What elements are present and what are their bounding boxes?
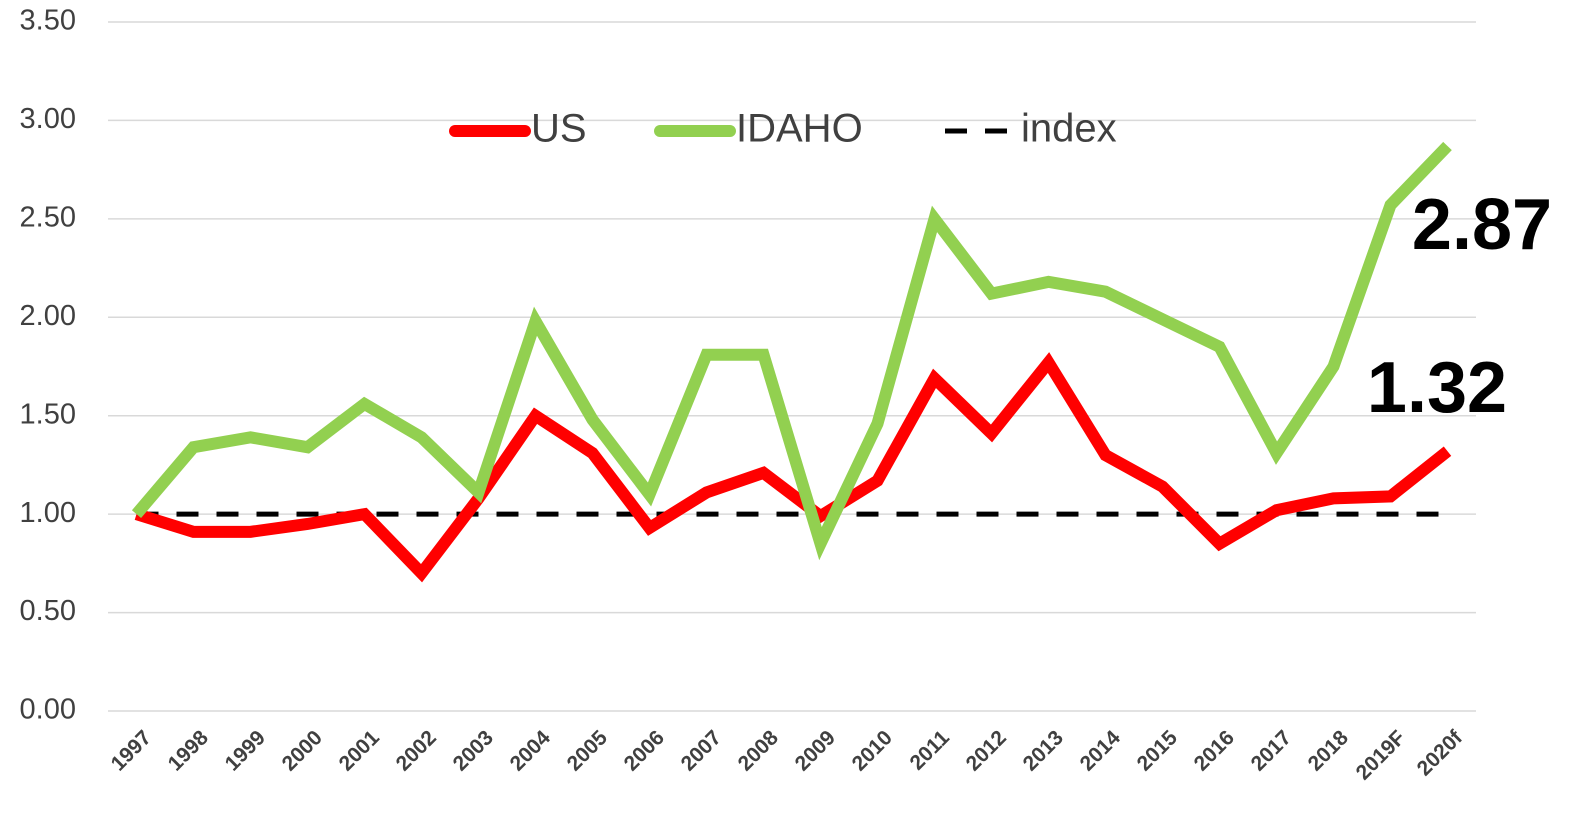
x-tick-label: 2007 <box>677 726 726 775</box>
y-tick-label: 1.50 <box>20 398 76 430</box>
x-tick-label: 2010 <box>848 726 897 775</box>
x-tick-label: 2002 <box>392 726 441 775</box>
x-tick-label: 2008 <box>734 726 784 776</box>
y-tick-label: 3.50 <box>20 5 76 37</box>
value-label: 1.32 <box>1367 348 1507 428</box>
y-tick-label: 2.50 <box>20 202 76 234</box>
series-line <box>131 141 1452 561</box>
legend-label: index <box>1021 107 1117 151</box>
y-tick-label: 3.00 <box>20 103 76 135</box>
x-tick-label: 2006 <box>620 726 669 775</box>
y-tick-label: 0.50 <box>20 595 76 627</box>
x-tick-label: 2017 <box>1247 726 1296 775</box>
x-tick-label: 2000 <box>278 726 327 775</box>
x-tick-label: 2018 <box>1304 726 1354 776</box>
x-tick-label: 2003 <box>449 726 498 775</box>
x-tick-label: 2004 <box>506 726 556 776</box>
x-tick-label: 1999 <box>221 726 270 775</box>
x-tick-label: 2020f <box>1413 725 1468 780</box>
value-label: 2.87 <box>1412 185 1552 265</box>
series-line <box>134 352 1452 583</box>
x-tick-label: 2012 <box>962 726 1011 775</box>
legend-label: US <box>531 107 587 151</box>
x-tick-label: 2015 <box>1133 726 1183 776</box>
y-tick-label: 1.00 <box>20 497 76 529</box>
x-tick-label: 2014 <box>1076 726 1126 776</box>
x-tick-label: 2005 <box>563 726 613 776</box>
y-tick-label: 2.00 <box>20 300 76 332</box>
x-tick-label: 1997 <box>107 726 156 775</box>
x-tick-label: 2013 <box>1019 726 1068 775</box>
x-tick-label: 2001 <box>335 726 385 776</box>
legend-label: IDAHO <box>736 107 863 151</box>
x-tick-label: 2016 <box>1190 726 1239 775</box>
x-tick-label: 2011 <box>905 726 954 775</box>
x-tick-label: 1998 <box>164 726 214 776</box>
x-tick-label: 2009 <box>791 726 840 775</box>
y-tick-label: 0.00 <box>20 694 76 726</box>
x-tick-label: 2019F <box>1352 726 1410 784</box>
